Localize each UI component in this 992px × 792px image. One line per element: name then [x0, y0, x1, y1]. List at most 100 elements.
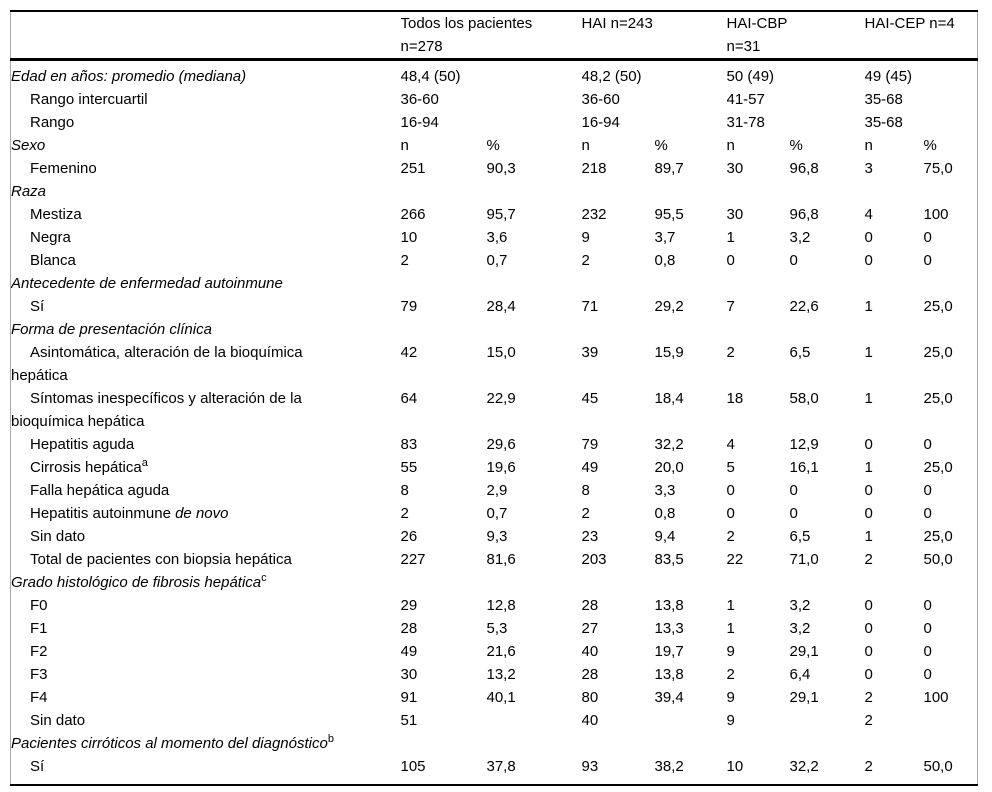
data-cell: 35-68 [864, 91, 903, 108]
table-container: Todos los pacientes n=278 HAI n=243 HAI-CB… [10, 10, 978, 786]
percent-cell: 0 [789, 252, 798, 269]
count-cell: 30 [726, 206, 744, 223]
count-cell: 49 [400, 643, 418, 660]
data-cell: 16-94 [400, 114, 439, 131]
group-header-line2: n=31 [726, 38, 761, 55]
data-cell: 35-68 [864, 114, 903, 131]
column-group-header: Todos los pacientes n=278 [401, 11, 582, 60]
table-row: Raza [11, 180, 978, 203]
row-label: Pacientes cirróticos al momento del diag… [11, 733, 334, 753]
count-cell: 93 [581, 758, 599, 775]
data-cell: 48,2 (50) [581, 68, 642, 85]
group-header-line1: HAI n=243 [581, 15, 653, 32]
count-cell: 232 [581, 206, 607, 223]
percent-cell: 75,0 [923, 160, 953, 177]
percent-cell: 37,8 [486, 758, 516, 775]
count-cell: 71 [581, 298, 599, 315]
count-cell: 39 [581, 344, 599, 361]
percent-cell: 3,3 [654, 482, 676, 499]
percent-cell: 0 [923, 620, 932, 637]
footnote-marker: c [261, 572, 267, 584]
percent-cell: 15,0 [486, 344, 516, 361]
percent-cell: 0,8 [654, 252, 676, 269]
percent-cell: % [789, 137, 803, 154]
percent-cell: 9,3 [486, 528, 508, 545]
percent-cell: 32,2 [789, 758, 819, 775]
count-cell: 0 [864, 597, 873, 614]
count-cell: 3 [864, 160, 873, 177]
count-cell: 49 [581, 459, 599, 476]
percent-cell: 16,1 [789, 459, 819, 476]
count-cell: 1 [864, 344, 873, 361]
group-header-line2: n=278 [400, 38, 443, 55]
count-cell: 7 [726, 298, 735, 315]
percent-cell: 20,0 [654, 459, 684, 476]
group-header-line1: Todos los pacientes [400, 15, 533, 32]
count-cell: 79 [581, 436, 599, 453]
row-label: Hepatitis aguda [30, 436, 135, 453]
count-cell: 28 [581, 597, 599, 614]
count-cell: 91 [400, 689, 418, 706]
count-cell: 1 [864, 390, 873, 407]
percent-cell: 22,6 [789, 298, 819, 315]
count-cell: 55 [400, 459, 418, 476]
count-cell: 45 [581, 390, 599, 407]
header-row: Todos los pacientes n=278 HAI n=243 HAI-CB… [10, 11, 978, 60]
row-label: Blanca [30, 252, 76, 269]
row-label: Femenino [30, 160, 97, 177]
empty-cell [401, 180, 978, 203]
data-cell: 48,4 (50) [400, 68, 461, 85]
count-cell: 2 [581, 505, 590, 522]
table-row: Forma de presentación clínica [11, 318, 978, 341]
row-label: F4 [30, 689, 48, 706]
table-row: Mestiza 266 95,7 232 95,5 30 96,8 4 100 [11, 203, 978, 226]
header-corner-empty [11, 11, 401, 60]
percent-cell: 6,5 [789, 528, 811, 545]
percent-cell: 25,0 [923, 459, 953, 476]
table-row: Blanca 2 0,7 2 0,8 0 0 0 0 [11, 249, 978, 272]
table-row: Negra 10 3,6 9 3,7 1 3,2 0 0 [11, 226, 978, 249]
count-cell: 9 [726, 643, 735, 660]
table-row: Sin dato 51 40 9 2 [11, 709, 978, 732]
percent-cell: % [654, 137, 668, 154]
count-cell: 0 [864, 229, 873, 246]
percent-cell [790, 709, 865, 732]
count-cell: 0 [864, 482, 873, 499]
percent-cell: 0 [923, 643, 932, 660]
count-cell: 2 [726, 344, 735, 361]
percent-cell: 3,7 [654, 229, 676, 246]
percent-cell: 95,5 [654, 206, 684, 223]
row-label: Asintomática, alteración de la bioquímic… [11, 344, 303, 384]
row-label: Sin dato [30, 528, 86, 545]
percent-cell: 3,2 [789, 229, 811, 246]
table-row: Sí 79 28,4 71 29,2 7 22,6 1 25,0 [11, 295, 978, 318]
percent-cell: 3,2 [789, 597, 811, 614]
percent-cell: 21,6 [486, 643, 516, 660]
table-row: Hepatitis aguda 83 29,6 79 32,2 4 12,9 0 0 [11, 433, 978, 456]
count-cell: 10 [726, 758, 744, 775]
table-row: Antecedente de enfermedad autoinmune [11, 272, 978, 295]
percent-cell: 28,4 [486, 298, 516, 315]
table-row: Sexo n% n% n% n% [11, 134, 978, 157]
row-label: Forma de presentación clínica [11, 321, 212, 338]
percent-cell: 32,2 [654, 436, 684, 453]
percent-cell: 13,8 [654, 666, 684, 683]
count-cell: 2 [581, 252, 590, 269]
percent-cell: 71,0 [789, 551, 819, 568]
table-row: Pacientes cirróticos al momento del diag… [11, 732, 978, 755]
count-cell: 1 [726, 597, 735, 614]
percent-cell: 50,0 [923, 551, 953, 568]
percent-cell: 3,6 [486, 229, 508, 246]
table-row: Grado histológico de fibrosis hepáticac [11, 571, 978, 594]
clinical-table: Todos los pacientes n=278 HAI n=243 HAI-CB… [10, 10, 978, 786]
table-row: F0 29 12,8 28 13,8 1 3,2 0 0 [11, 594, 978, 617]
count-cell: 30 [400, 666, 418, 683]
row-label: Cirrosis hepáticaa [30, 457, 148, 477]
data-cell: 41-57 [726, 91, 765, 108]
count-cell: 28 [581, 666, 599, 683]
count-cell: 83 [400, 436, 418, 453]
percent-cell: 89,7 [654, 160, 684, 177]
percent-cell: 6,5 [789, 344, 811, 361]
empty-cell [401, 732, 978, 755]
footnote-marker: a [141, 457, 148, 469]
